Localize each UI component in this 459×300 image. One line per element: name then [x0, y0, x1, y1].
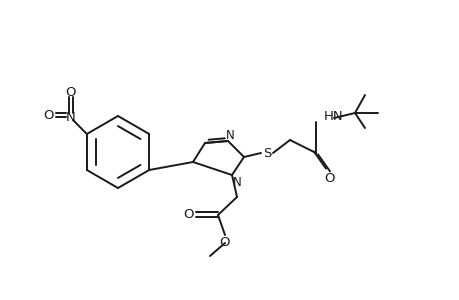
- Text: O: O: [219, 236, 230, 250]
- Text: O: O: [44, 109, 54, 122]
- Text: O: O: [183, 208, 194, 221]
- Text: N: N: [232, 176, 241, 188]
- Text: S: S: [262, 146, 271, 160]
- Text: N: N: [225, 128, 234, 142]
- Text: O: O: [324, 172, 335, 184]
- Text: HN: HN: [323, 110, 343, 122]
- Text: O: O: [66, 85, 76, 98]
- Text: N: N: [66, 110, 76, 124]
